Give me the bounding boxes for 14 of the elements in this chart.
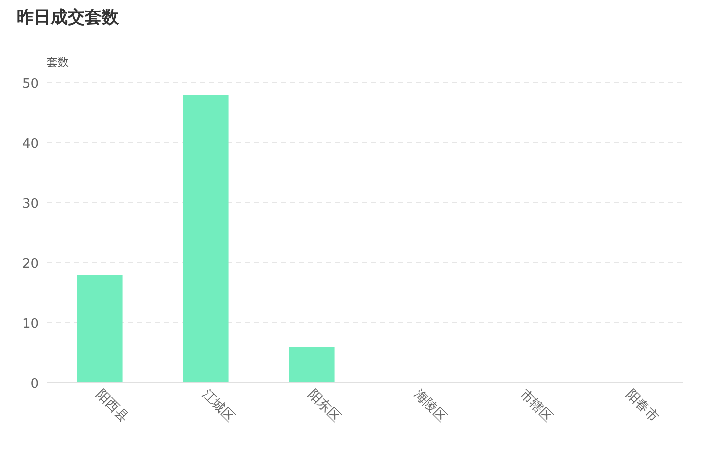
x-tick-label: 海陵区 xyxy=(411,387,450,426)
y-tick-label: 40 xyxy=(22,137,39,152)
y-tick-label: 30 xyxy=(22,197,39,212)
y-tick-label: 50 xyxy=(22,77,39,92)
x-tick-label: 阳东区 xyxy=(305,387,344,426)
x-tick-label: 市辖区 xyxy=(517,387,556,426)
y-axis-title: 套数 xyxy=(47,56,69,69)
x-tick-label: 江城区 xyxy=(199,387,238,426)
chart-title: 昨日成交套数 xyxy=(17,8,120,28)
y-tick-label: 0 xyxy=(30,377,39,392)
y-tick-label: 10 xyxy=(22,317,39,332)
x-tick-label: 阳西县 xyxy=(93,387,132,426)
x-tick-label: 阳春市 xyxy=(623,387,662,426)
y-tick-label: 20 xyxy=(22,257,39,272)
